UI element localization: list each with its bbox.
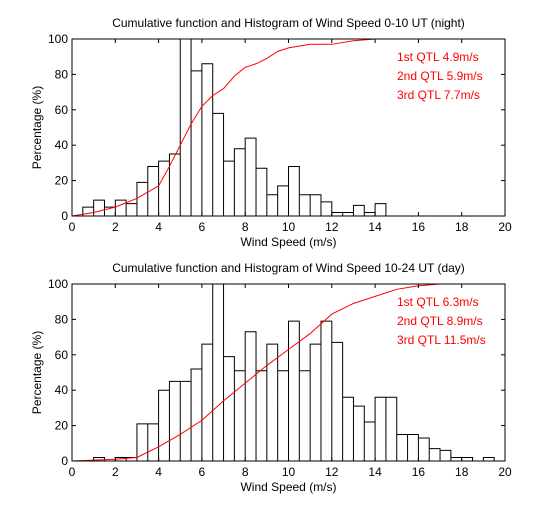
x-tick-label: 8 <box>242 465 249 479</box>
x-tick-label: 4 <box>155 465 162 479</box>
quartile-annotation: 1st QTL 6.3m/s <box>397 295 479 309</box>
chart-2: Cumulative function and Histogram of Win… <box>30 261 512 494</box>
x-tick-label: 4 <box>155 220 162 234</box>
quartile-annotation: 2nd QTL 8.9m/s <box>397 314 483 328</box>
y-tick-label: 100 <box>48 32 68 46</box>
x-tick-label: 6 <box>199 220 206 234</box>
x-tick-label: 16 <box>412 465 426 479</box>
x-tick-label: 6 <box>199 465 206 479</box>
x-tick-label: 20 <box>498 465 512 479</box>
y-tick-label: 80 <box>55 312 69 326</box>
y-tick-label: 60 <box>55 103 69 117</box>
x-tick-label: 12 <box>325 465 339 479</box>
cumulative-series <box>71 38 505 217</box>
y-tick-label: 0 <box>61 209 68 223</box>
x-tick-label: 2 <box>112 465 119 479</box>
x-tick-label: 8 <box>242 220 249 234</box>
x-tick-label: 14 <box>368 465 382 479</box>
x-tick-label: 0 <box>69 220 76 234</box>
quartile-annotation: 3rd QTL 11.5m/s <box>397 333 486 347</box>
x-tick-label: 18 <box>455 465 469 479</box>
chart-title: Cumulative function and Histogram of Win… <box>112 261 465 275</box>
x-tick-label: 14 <box>368 220 382 234</box>
y-tick-label: 20 <box>55 419 69 433</box>
x-tick-label: 10 <box>282 465 296 479</box>
x-tick-label: 16 <box>412 220 426 234</box>
chart-title: Cumulative function and Histogram of Win… <box>112 16 465 30</box>
y-tick-label: 20 <box>55 174 69 188</box>
quartile-annotation: 1st QTL 4.9m/s <box>397 50 479 64</box>
x-axis-label: Wind Speed (m/s) <box>240 235 336 249</box>
x-tick-label: 0 <box>69 465 76 479</box>
x-axis-label: Wind Speed (m/s) <box>240 480 336 494</box>
x-tick-label: 10 <box>282 220 296 234</box>
histogram-series <box>82 38 387 216</box>
y-tick-label: 0 <box>61 454 68 468</box>
x-tick-label: 20 <box>498 220 512 234</box>
x-tick-label: 2 <box>112 220 119 234</box>
y-tick-label: 40 <box>55 383 69 397</box>
x-tick-label: 18 <box>455 220 469 234</box>
y-tick-label: 100 <box>48 277 68 291</box>
y-tick-label: 40 <box>55 138 69 152</box>
y-tick-label: 80 <box>55 67 69 81</box>
quartile-annotation: 2nd QTL 5.9m/s <box>397 69 483 83</box>
y-axis-label: Percentage (%) <box>30 86 44 169</box>
chart-1: Cumulative function and Histogram of Win… <box>30 16 512 249</box>
y-axis-label: Percentage (%) <box>30 331 44 414</box>
x-tick-label: 12 <box>325 220 339 234</box>
quartile-annotation: 3rd QTL 7.7m/s <box>397 88 480 102</box>
y-tick-label: 60 <box>55 348 69 362</box>
histogram-series <box>93 283 495 461</box>
